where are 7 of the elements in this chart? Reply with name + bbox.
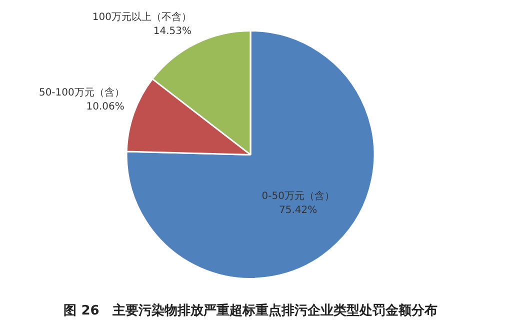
data-label: 10.06% (86, 101, 124, 112)
data-label: 75.42% (279, 205, 318, 216)
slice-label: 100万元以上（不含） (92, 11, 192, 24)
text: 图 26 主要污染物排放严重超标重点排污企业类型处罚金额分布 (64, 302, 438, 319)
slice-label: 0-50万元（含） (262, 190, 334, 202)
slice-label: 50-100万元（含） (38, 86, 124, 98)
data-label: 14.53% (153, 26, 192, 38)
